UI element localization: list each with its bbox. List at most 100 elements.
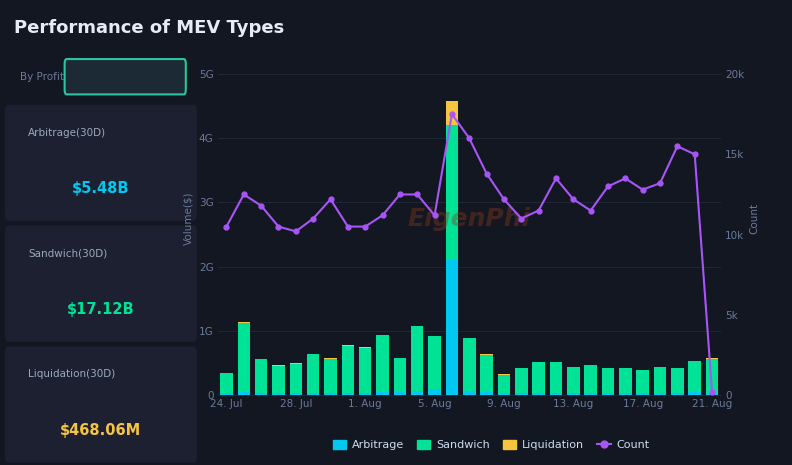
Bar xyxy=(324,392,337,395)
Count xyxy=(465,135,474,141)
Bar xyxy=(567,392,580,395)
Bar xyxy=(515,368,527,392)
Bar xyxy=(324,359,337,392)
FancyBboxPatch shape xyxy=(65,59,186,94)
FancyBboxPatch shape xyxy=(5,105,197,221)
Count xyxy=(378,213,387,218)
FancyBboxPatch shape xyxy=(5,226,197,342)
Count xyxy=(430,213,440,218)
Bar xyxy=(619,392,631,395)
Bar xyxy=(706,359,718,392)
Count xyxy=(707,389,717,395)
Line: Count: Count xyxy=(224,112,714,394)
Count xyxy=(672,144,682,149)
Count xyxy=(482,171,491,176)
Bar xyxy=(428,336,441,389)
Bar xyxy=(428,389,441,395)
Bar xyxy=(307,354,319,392)
Count xyxy=(308,216,318,221)
Count xyxy=(413,192,422,197)
Bar xyxy=(238,323,250,392)
Bar xyxy=(394,392,406,395)
Count xyxy=(343,224,352,229)
Bar xyxy=(584,365,597,392)
Bar xyxy=(567,367,580,392)
Count xyxy=(326,197,335,202)
Count xyxy=(447,111,457,117)
Bar xyxy=(255,359,268,392)
Bar xyxy=(220,392,233,395)
Bar xyxy=(602,368,615,392)
Text: $5.48B: $5.48B xyxy=(72,181,130,196)
Count xyxy=(516,216,526,221)
Bar xyxy=(515,392,527,395)
Text: $468.06M: $468.06M xyxy=(60,423,142,438)
Count xyxy=(360,224,370,229)
Bar xyxy=(653,392,666,395)
Y-axis label: Count: Count xyxy=(750,203,760,234)
Bar xyxy=(290,392,302,395)
Count xyxy=(257,203,266,208)
Bar xyxy=(706,392,718,395)
Bar xyxy=(220,373,233,392)
Bar xyxy=(497,375,510,392)
Bar xyxy=(341,392,354,395)
Count xyxy=(690,152,699,157)
Bar xyxy=(411,326,424,391)
Bar xyxy=(637,370,649,393)
Bar xyxy=(532,393,545,395)
Bar xyxy=(550,362,562,392)
Bar xyxy=(359,392,371,395)
Count xyxy=(551,176,561,181)
Count xyxy=(586,208,596,213)
Y-axis label: Volume($): Volume($) xyxy=(183,192,193,246)
Bar xyxy=(653,367,666,392)
Bar xyxy=(602,392,615,395)
Count xyxy=(604,184,613,189)
Bar xyxy=(394,358,406,392)
Bar xyxy=(359,348,371,392)
Text: By Volume: By Volume xyxy=(94,72,156,82)
Count xyxy=(569,197,578,202)
Bar xyxy=(688,361,701,392)
Bar xyxy=(688,392,701,395)
Bar xyxy=(463,391,475,395)
Count xyxy=(274,224,284,229)
Bar xyxy=(671,392,683,395)
Bar xyxy=(671,368,683,392)
Text: By Profit: By Profit xyxy=(21,72,64,82)
Count xyxy=(291,229,301,234)
Count xyxy=(638,187,647,193)
Bar xyxy=(238,392,250,395)
Text: Sandwich(30D): Sandwich(30D) xyxy=(29,248,108,259)
Bar xyxy=(376,392,389,395)
Legend: Arbitrage, Sandwich, Liquidation, Count: Arbitrage, Sandwich, Liquidation, Count xyxy=(328,436,654,455)
Text: Liquidation(30D): Liquidation(30D) xyxy=(29,369,116,379)
Bar xyxy=(272,393,285,395)
Text: Arbitrage(30D): Arbitrage(30D) xyxy=(29,127,106,138)
Bar xyxy=(532,363,545,393)
Bar xyxy=(446,101,458,126)
Bar xyxy=(341,346,354,392)
Count xyxy=(395,192,405,197)
FancyBboxPatch shape xyxy=(5,346,197,463)
Bar xyxy=(637,393,649,395)
Bar xyxy=(411,391,424,395)
Bar xyxy=(550,392,562,395)
Count xyxy=(621,176,630,181)
Bar xyxy=(446,126,458,260)
Bar xyxy=(481,355,493,392)
Count xyxy=(534,208,543,213)
Text: Performance of MEV Types: Performance of MEV Types xyxy=(14,19,284,37)
Bar xyxy=(584,392,597,395)
Count xyxy=(239,192,249,197)
Bar xyxy=(376,335,389,392)
Bar xyxy=(481,392,493,395)
Bar xyxy=(446,260,458,395)
Bar xyxy=(307,392,319,395)
Text: EigenPhi: EigenPhi xyxy=(408,206,531,231)
Text: $17.12B: $17.12B xyxy=(67,302,135,317)
Count xyxy=(222,224,231,229)
Bar xyxy=(272,365,285,393)
Bar xyxy=(290,364,302,392)
